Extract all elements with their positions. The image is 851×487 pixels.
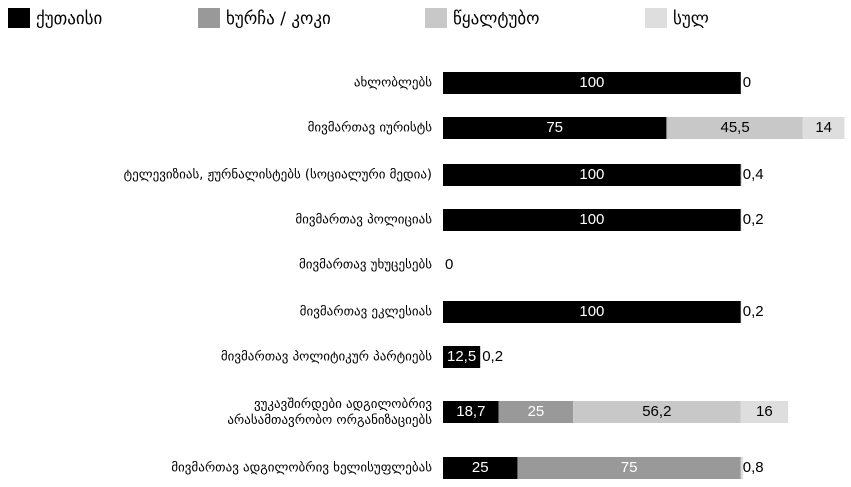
- value-label: 12,5: [447, 348, 476, 365]
- legend-swatch: [8, 8, 30, 28]
- bar-segment: [802, 117, 845, 139]
- bar-segment: [667, 117, 803, 139]
- bar-segment: [443, 117, 667, 139]
- value-label: 100: [579, 166, 604, 183]
- bar-segment: [740, 164, 743, 186]
- bar-segment: [573, 401, 741, 423]
- category-label: მივმართავ იურისტს: [308, 121, 433, 136]
- bar-segment: [443, 72, 741, 94]
- bar-segment: [740, 209, 742, 231]
- bar-segment: [740, 301, 742, 323]
- value-label: 100: [579, 74, 604, 91]
- value-label: 56,2: [642, 403, 671, 420]
- bar-segment: [443, 209, 741, 231]
- category-label: მივმართავ პოლიტიკურ პარტიებს: [221, 350, 432, 365]
- legend-label: სულ: [673, 9, 709, 29]
- value-label: 0,2: [743, 211, 764, 228]
- value-label: 18,7: [456, 403, 485, 420]
- value-label: 100: [579, 211, 604, 228]
- bar-segment: [443, 301, 741, 323]
- value-label: 0,4: [743, 166, 764, 183]
- value-label: 0: [445, 256, 453, 273]
- value-label: 75: [621, 459, 638, 476]
- value-label: 25: [528, 403, 545, 420]
- category-label: ტელევიზიას, ჟურნალისტებს (სოციალური მედი…: [124, 168, 432, 183]
- value-label: 0,2: [743, 303, 764, 320]
- value-label: 25: [472, 459, 489, 476]
- category-label: მივმართავ უხუცესებს: [299, 258, 432, 273]
- category-label: მივმართავ ადგილობრივ ხელისუფლებას: [171, 461, 432, 476]
- bar-segment: [740, 457, 744, 479]
- value-label: 16: [756, 403, 773, 420]
- category-label: მივმართავ ეკლესიას: [300, 305, 433, 320]
- bar-segment: [443, 401, 499, 423]
- bar-segment: [666, 117, 668, 139]
- bar-segment: [498, 401, 574, 423]
- bar-segment: [443, 457, 518, 479]
- value-label: 14: [815, 119, 832, 136]
- category-label: მივმართავ პოლიციას: [295, 213, 432, 228]
- value-label: 75: [546, 119, 563, 136]
- legend-label: ქუთაისი: [36, 9, 102, 29]
- value-label: 45,5: [720, 119, 749, 136]
- bar-segment: [443, 346, 481, 368]
- legend-swatch: [645, 8, 667, 28]
- bar-segment: [517, 457, 741, 479]
- legend-label: ხურჩა / კოკი: [226, 9, 331, 29]
- category-label: ახლობლებს: [354, 76, 432, 91]
- category-label: ვუკავშირდები ადგილობრივ არასამთავრობო ორგ…: [227, 397, 432, 428]
- value-label: 0,2: [482, 348, 503, 365]
- bar-segment: [480, 346, 481, 368]
- bar-segment: [443, 164, 741, 186]
- legend-swatch: [198, 8, 220, 28]
- value-label: 100: [579, 303, 604, 320]
- legend-swatch: [425, 8, 447, 28]
- legend-label: წყალტუბო: [453, 9, 540, 29]
- bar-segment: [740, 401, 789, 423]
- value-label: 0: [743, 74, 751, 91]
- value-label: 0,8: [743, 459, 764, 476]
